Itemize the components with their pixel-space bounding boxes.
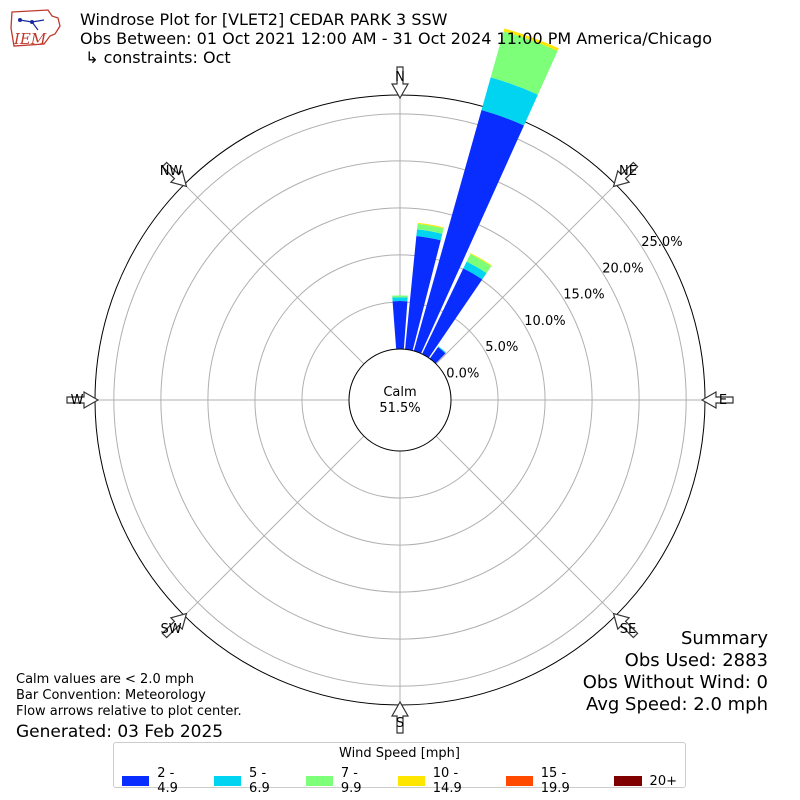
radial-tick-label: 20.0%: [602, 261, 643, 276]
legend-item: 10 - 14.9: [397, 766, 490, 796]
legend-swatch: [397, 776, 425, 786]
windrose-bars: [392, 28, 559, 364]
bar-convention-note: Bar Convention: Meteorology: [16, 688, 206, 703]
windrose-bar-segment: [417, 222, 444, 229]
title-line-2: Obs Between: 01 Oct 2021 12:00 AM - 31 O…: [80, 29, 712, 48]
windrose-bar-segment: [466, 254, 492, 274]
notes-block: Calm values are < 2.0 mph Bar Convention…: [16, 672, 242, 743]
legend-swatch: [613, 776, 642, 786]
radial-tick-label: 5.0%: [485, 340, 518, 355]
flow-arrow-icon: [161, 161, 188, 188]
legend-items: 2 - 4.9 5 - 6.9 7 - 9.9 10 - 14.9 15 - 1…: [114, 766, 685, 796]
windrose-bar-segment: [490, 31, 558, 95]
flow-arrow-icon: [612, 612, 639, 639]
direction-label: NW: [160, 164, 183, 179]
svg-text:IEM: IEM: [13, 30, 47, 48]
flow-arrow-icon: [66, 390, 100, 410]
flow-arrow-icon: [700, 390, 734, 410]
legend-label: 2 - 4.9: [157, 766, 178, 796]
flow-arrow-icon: [612, 161, 639, 188]
summary-heading: Summary: [681, 628, 768, 649]
direction-label: SE: [620, 622, 636, 637]
grid-ring: [254, 254, 546, 546]
grid-ring: [207, 207, 593, 593]
spoke-line: [435, 183, 617, 365]
title-line-1: Windrose Plot for [VLET2] CEDAR PARK 3 S…: [80, 10, 448, 29]
windrose-bar-segment: [392, 297, 408, 302]
windrose-bar-segment: [470, 253, 492, 267]
windrose-bar-segment: [392, 301, 408, 350]
iem-logo: IEM: [10, 9, 61, 48]
summary-box: Summary Obs Used: 2883 Obs Without Wind:…: [583, 628, 768, 716]
legend-label: 15 - 19.9: [540, 766, 570, 796]
windrose-bar-segment: [416, 229, 443, 241]
windrose-bar-segment: [392, 295, 408, 298]
generated-date: Generated: 03 Feb 2025: [16, 722, 224, 742]
windrose-bar-segment: [503, 28, 559, 51]
grid-ring: [160, 160, 640, 640]
spoke-line: [183, 183, 365, 365]
legend: Wind Speed [mph] 2 - 4.9 5 - 6.9 7 - 9.9…: [113, 742, 686, 796]
direction-label: SW: [160, 622, 181, 637]
calm-note: Calm values are < 2.0 mph: [16, 672, 195, 687]
windrose-bar-segment: [463, 261, 487, 280]
calm-label: Calm: [383, 385, 416, 400]
flow-arrows: [66, 66, 734, 734]
windrose-bar-segment: [481, 77, 538, 126]
direction-label: N: [395, 70, 405, 85]
windrose-bar-segment: [437, 346, 447, 354]
radial-tick-label: 0.0%: [446, 366, 479, 381]
legend-item: 7 - 9.9: [305, 766, 382, 796]
radial-tick-label: 15.0%: [563, 288, 604, 303]
legend-label: 5 - 6.9: [249, 766, 270, 796]
legend-swatch: [305, 776, 333, 786]
legend-swatch: [505, 776, 533, 786]
legend-label: 10 - 14.9: [432, 766, 462, 796]
legend-item: 5 - 6.9: [213, 766, 290, 796]
legend-item: 15 - 19.9: [505, 766, 598, 796]
calm-circle: [348, 348, 452, 452]
windrose-bar-segment: [429, 347, 446, 364]
summary-obs-used: Obs Used: 2883: [624, 650, 768, 671]
flow-arrow-icon: [390, 66, 410, 100]
windrose-bar-segment: [413, 110, 524, 354]
legend-label: 20+: [649, 773, 677, 789]
calm-value: 51.5%: [379, 401, 420, 416]
direction-label: S: [396, 716, 404, 731]
legend-label: 7 - 9.9: [340, 766, 362, 796]
legend-swatch: [122, 776, 150, 786]
spoke-line: [435, 435, 617, 617]
direction-label: NE: [619, 164, 637, 179]
flow-arrow-icon: [161, 612, 188, 639]
legend-item: 2 - 4.9: [122, 766, 198, 796]
grid-ring: [113, 113, 687, 687]
chart-title: Windrose Plot for [VLET2] CEDAR PARK 3 S…: [80, 10, 712, 67]
windrose-bar-segment: [422, 268, 483, 358]
radial-tick-label: 25.0%: [641, 235, 682, 250]
title-line-3: ↳ constraints: Oct: [80, 48, 231, 67]
summary-obs-without-wind: Obs Without Wind: 0: [582, 672, 768, 693]
direction-label: E: [719, 393, 727, 408]
legend-item: 20+: [613, 766, 677, 796]
direction-label: W: [71, 393, 84, 408]
summary-avg-speed: Avg Speed: 2.0 mph: [586, 694, 768, 715]
windrose-bar-segment: [405, 235, 441, 351]
chart-labels: N NE E SE S SW W NW 0.0% 5.0% 10.0% 15.0% 20.0% 25.0%: [71, 70, 728, 731]
spoke-line: [183, 435, 365, 617]
windrose-bar-segment: [417, 223, 444, 234]
legend-title: Wind Speed [mph]: [339, 746, 460, 761]
legend-swatch: [213, 776, 242, 786]
radial-tick-label: 10.0%: [524, 314, 565, 329]
flow-arrows-note: Flow arrows relative to plot center.: [16, 704, 242, 719]
flow-arrow-icon: [390, 700, 410, 734]
